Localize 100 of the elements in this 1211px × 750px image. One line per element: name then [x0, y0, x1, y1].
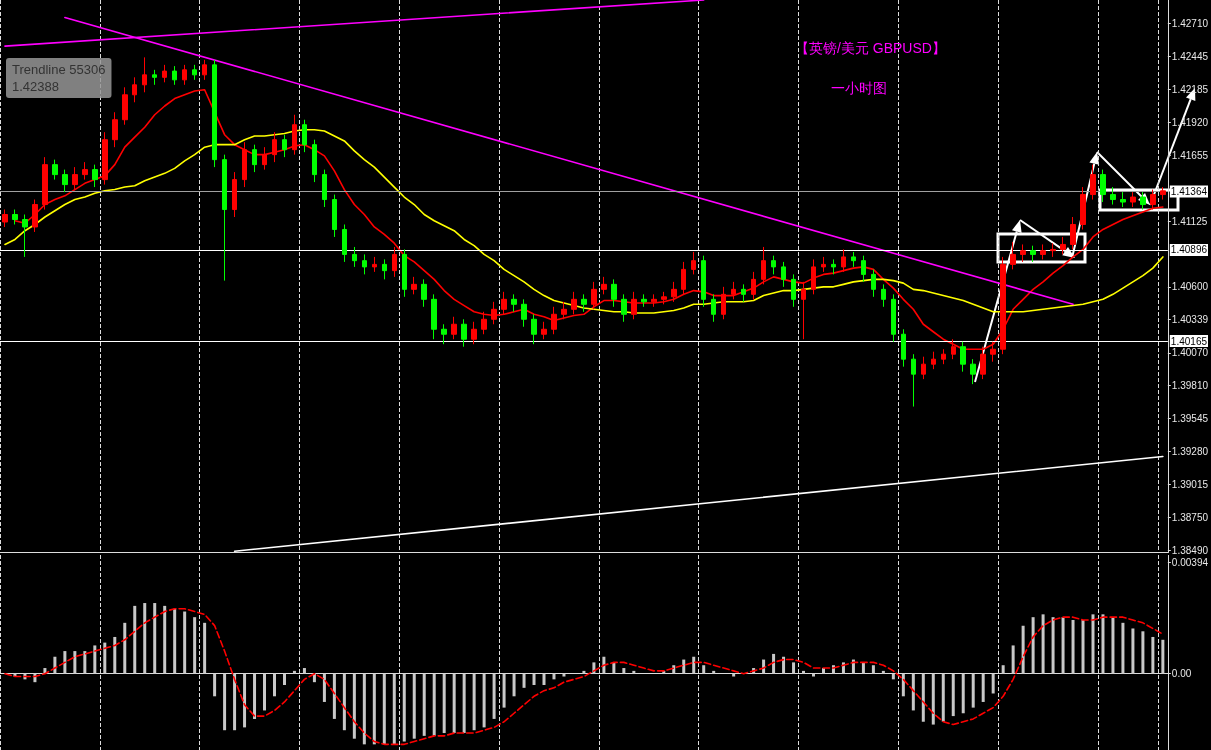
candlestick: [12, 209, 18, 225]
candlestick: [62, 169, 68, 193]
bar: [542, 673, 546, 685]
bar: [432, 673, 436, 736]
bar: [273, 673, 276, 697]
bar: [682, 659, 686, 674]
candlestick: [252, 144, 257, 173]
bar: [402, 673, 406, 742]
candlestick: [521, 298, 527, 328]
candlestick: [352, 246, 357, 268]
bar: [772, 653, 776, 674]
text: 一小时图: [831, 80, 887, 96]
candlestick: [272, 131, 277, 163]
candlestick: [591, 281, 597, 310]
candlestick: [2, 209, 8, 228]
bar: [712, 670, 716, 674]
candlestick: [1160, 186, 1166, 201]
candlestick: [960, 341, 966, 373]
bar: [1021, 625, 1025, 674]
candlestick: [372, 256, 377, 273]
candlestick: [581, 293, 587, 313]
y-tick-label: 1.40339: [1171, 313, 1209, 325]
bar: [133, 605, 137, 674]
candlestick: [42, 156, 48, 211]
bar: [532, 673, 536, 685]
candlestick: [1100, 169, 1106, 203]
candlestick: [451, 316, 457, 340]
candlestick: [621, 293, 627, 323]
candlestick: [461, 318, 467, 348]
bar: [123, 622, 127, 674]
y-tick-label: 0.00394: [1171, 556, 1209, 568]
candlestick: [1130, 191, 1136, 208]
candlestick: [881, 283, 886, 308]
candlestick: [541, 321, 547, 340]
candlestick: [821, 256, 826, 273]
bar: [871, 665, 875, 674]
candlestick: [641, 293, 647, 308]
y-tick-label: 1.42445: [1171, 51, 1209, 63]
bar: [1071, 620, 1075, 674]
candlestick: [771, 255, 776, 275]
bar: [1041, 614, 1045, 674]
bar: [971, 673, 975, 708]
candlestick: [831, 258, 836, 275]
y-tick-label: 1.42710: [1171, 18, 1209, 30]
y-tick-label: 1.39280: [1171, 445, 1209, 457]
bar: [1151, 636, 1155, 674]
bar: [442, 673, 446, 734]
bar: [452, 673, 456, 734]
candlestick: [841, 248, 846, 273]
candlestick: [1140, 191, 1146, 211]
candlestick: [142, 56, 147, 93]
candlestick: [122, 86, 128, 126]
candlestick: [22, 214, 28, 258]
ref-line-label: 1.40165: [1170, 335, 1208, 347]
candlestick: [741, 283, 746, 303]
candlestick: [332, 194, 337, 238]
bar: [372, 673, 376, 745]
y-tick-label: 1.39810: [1171, 379, 1209, 391]
bar: [422, 673, 426, 736]
bar: [522, 673, 526, 688]
bar: [263, 673, 267, 711]
bar: [861, 662, 865, 674]
candlestick: [1010, 241, 1016, 270]
line-series: [4, 128, 1164, 314]
candlestick: [242, 141, 247, 188]
bar: [562, 673, 566, 677]
bar: [911, 673, 915, 711]
candlestick: [571, 291, 577, 315]
bar: [1161, 639, 1165, 674]
candlestick: [1060, 236, 1066, 255]
candlestick: [441, 323, 447, 345]
candlestick: [561, 301, 567, 320]
candlestick: [72, 166, 78, 191]
bar: [1011, 645, 1015, 674]
candlestick: [611, 278, 617, 308]
candlestick: [941, 348, 946, 365]
candlestick: [901, 328, 906, 368]
bar: [392, 673, 396, 745]
candlestick: [551, 306, 557, 335]
candlestick: [421, 278, 427, 308]
bar: [183, 611, 187, 674]
bar: [342, 673, 346, 731]
bar: [143, 603, 147, 674]
bar: [482, 673, 486, 728]
bar: [1111, 617, 1115, 674]
bar: [223, 673, 227, 731]
candlestick: [1120, 191, 1126, 208]
candlestick: [102, 131, 108, 186]
bar: [253, 673, 257, 719]
bar: [1141, 631, 1145, 674]
bar: [1081, 620, 1085, 674]
bar: [1001, 665, 1005, 674]
annotation: Trendline 55306 1.42388: [12, 62, 106, 94]
y-tick-label: 1.41655: [1171, 149, 1209, 161]
bar: [981, 673, 985, 702]
bar: [193, 617, 197, 674]
bar: [901, 673, 905, 697]
line-series: [4, 607, 1164, 746]
candlestick: [681, 261, 686, 295]
bar: [243, 673, 247, 728]
